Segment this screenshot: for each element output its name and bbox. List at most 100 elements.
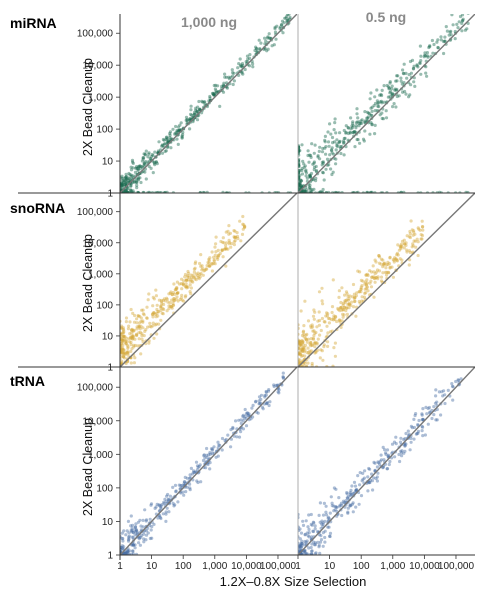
data-point xyxy=(240,62,245,66)
data-point xyxy=(196,271,200,275)
data-point xyxy=(347,303,352,307)
data-point xyxy=(126,539,131,543)
data-point xyxy=(168,304,172,308)
data-point xyxy=(306,346,310,350)
identity-line xyxy=(298,14,475,193)
data-point xyxy=(134,552,139,555)
data-point xyxy=(247,412,251,416)
data-point xyxy=(424,54,428,58)
data-point xyxy=(120,544,124,548)
data-point xyxy=(182,283,186,287)
data-point xyxy=(309,522,313,527)
data-point xyxy=(126,549,130,554)
data-point xyxy=(328,330,333,334)
data-point xyxy=(354,488,358,492)
data-point xyxy=(373,277,377,281)
data-point xyxy=(165,506,169,510)
data-point xyxy=(451,398,455,402)
data-point xyxy=(142,162,146,166)
identity-line xyxy=(120,193,297,367)
data-point xyxy=(162,501,166,506)
data-point xyxy=(298,159,301,163)
x-tick-label: 100 xyxy=(175,561,192,572)
data-point xyxy=(149,157,153,161)
data-point xyxy=(298,182,301,186)
data-point xyxy=(123,351,127,355)
data-point xyxy=(145,316,149,320)
data-point xyxy=(133,525,137,529)
data-point xyxy=(298,360,300,364)
data-point xyxy=(348,131,352,135)
data-point xyxy=(298,183,302,187)
data-point xyxy=(312,543,317,547)
data-point xyxy=(157,140,161,144)
data-point xyxy=(226,247,230,251)
data-point xyxy=(399,76,403,80)
data-point xyxy=(383,270,388,274)
data-point xyxy=(340,319,344,323)
data-point xyxy=(312,329,316,333)
data-point xyxy=(443,35,447,39)
data-point xyxy=(142,164,146,168)
data-point xyxy=(354,488,359,492)
data-point xyxy=(298,544,302,548)
data-point xyxy=(124,342,128,346)
data-point xyxy=(138,327,142,331)
data-point xyxy=(373,280,377,284)
data-point xyxy=(386,85,390,89)
data-point xyxy=(224,247,228,251)
data-point xyxy=(348,302,352,306)
data-point xyxy=(299,179,303,183)
data-point xyxy=(373,468,377,472)
data-point xyxy=(194,470,198,474)
data-point xyxy=(184,278,188,282)
data-point xyxy=(305,332,309,336)
data-point xyxy=(360,479,364,483)
x-tick-label: 1,000 xyxy=(380,561,405,572)
data-point xyxy=(123,178,127,182)
data-point xyxy=(358,483,362,487)
data-point xyxy=(120,183,124,187)
data-point xyxy=(300,349,304,354)
data-point xyxy=(303,533,307,537)
data-point xyxy=(298,544,302,548)
data-point xyxy=(370,270,374,274)
data-point xyxy=(323,138,327,142)
data-point xyxy=(338,503,342,507)
data-point xyxy=(338,504,342,508)
data-point xyxy=(122,529,126,533)
data-point xyxy=(298,149,302,153)
data-point xyxy=(277,391,281,395)
data-point xyxy=(298,546,301,550)
data-point xyxy=(242,223,246,227)
data-point xyxy=(306,361,310,365)
data-point xyxy=(368,480,372,485)
data-point xyxy=(421,407,425,411)
data-point xyxy=(341,499,346,503)
data-point xyxy=(179,491,183,495)
data-point xyxy=(298,340,301,344)
data-point xyxy=(239,239,243,243)
data-point xyxy=(131,334,135,338)
data-point xyxy=(367,466,371,471)
data-point xyxy=(433,401,438,405)
data-point xyxy=(154,505,158,509)
data-point xyxy=(159,305,163,309)
data-point xyxy=(120,176,123,180)
data-point xyxy=(380,88,384,92)
data-point xyxy=(376,101,380,106)
data-point xyxy=(134,522,138,526)
data-point xyxy=(126,345,130,349)
data-point xyxy=(202,453,206,457)
data-point xyxy=(177,282,181,286)
data-point xyxy=(233,235,238,239)
data-point xyxy=(161,512,165,516)
data-point xyxy=(390,93,394,97)
data-point xyxy=(310,549,314,553)
data-point xyxy=(437,390,441,394)
data-point xyxy=(161,143,165,148)
data-point xyxy=(309,326,313,330)
data-point xyxy=(203,456,207,460)
data-point xyxy=(380,111,384,115)
